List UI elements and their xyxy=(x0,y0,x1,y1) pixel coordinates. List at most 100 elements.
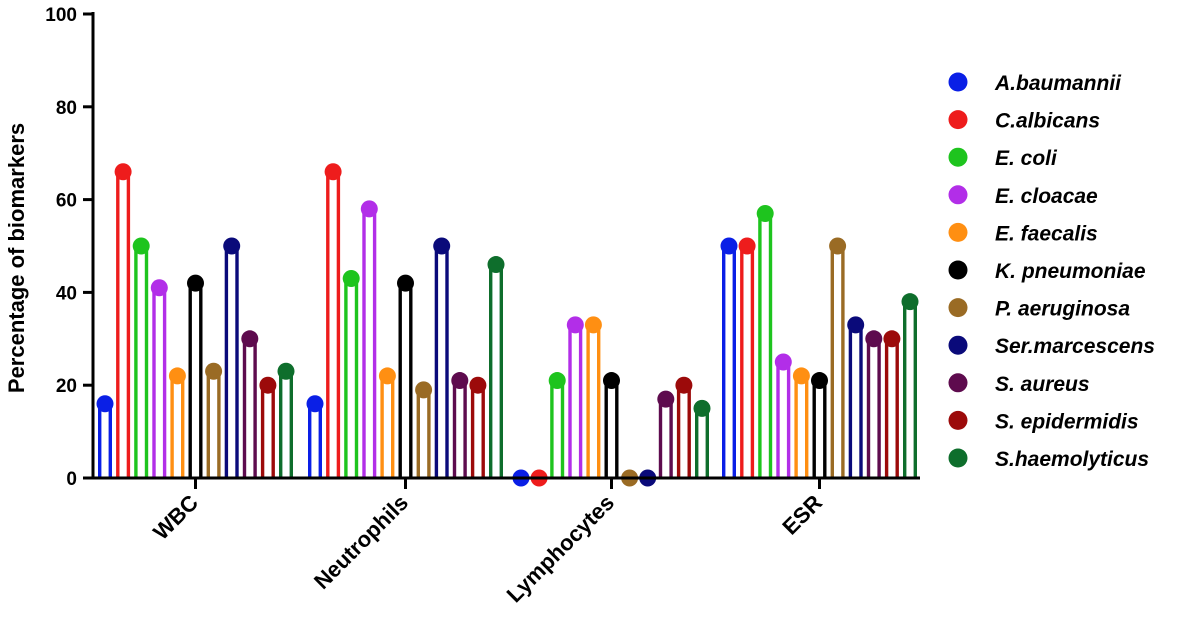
data-point xyxy=(114,163,132,181)
legend: A.baumannii C.albicans E. coli E. cloacae E.… xyxy=(948,72,1155,471)
bar xyxy=(811,372,828,478)
bar-stem-right xyxy=(391,375,395,478)
legend-label: C.albicans xyxy=(995,110,1100,133)
y-tick-label: 20 xyxy=(56,376,77,397)
legend-label: S. epidermidis xyxy=(995,410,1139,433)
legend-item: K. pneumoniae xyxy=(948,260,1146,283)
bar-stem-left xyxy=(794,375,798,478)
bar-stem-left xyxy=(550,380,554,478)
bar-stem-right xyxy=(162,287,167,478)
data-point xyxy=(738,237,756,255)
data-point xyxy=(487,256,505,274)
bar xyxy=(774,353,792,478)
bar-stem-left xyxy=(830,246,834,478)
bar-stem-left xyxy=(242,338,247,478)
bar-stem-left xyxy=(848,324,853,478)
bar-stem-left xyxy=(308,403,312,478)
legend-marker xyxy=(948,185,968,205)
data-point xyxy=(168,367,186,385)
legend-label: A.baumannii xyxy=(994,72,1122,95)
bar xyxy=(205,362,223,478)
bar-stem-right xyxy=(768,213,773,478)
bar-stem-right xyxy=(805,375,809,478)
bar-stem-right xyxy=(144,246,149,478)
bar-stem-right xyxy=(217,371,221,478)
legend-item: S.haemolyticus xyxy=(948,448,1149,471)
bar-stem-left xyxy=(98,403,102,478)
bar-stem-left xyxy=(398,283,402,478)
bar-stem-right xyxy=(578,324,583,478)
data-point xyxy=(433,237,451,255)
bar-stem-left xyxy=(152,287,156,478)
bar-stem-right xyxy=(336,171,341,478)
data-point xyxy=(205,362,223,380)
bar-stem-right xyxy=(895,338,899,478)
data-point xyxy=(756,205,774,223)
bar xyxy=(360,200,378,478)
bar-stem-right xyxy=(108,403,112,478)
bar xyxy=(847,316,865,478)
bar-stem-left xyxy=(695,408,699,478)
bar-group-1 xyxy=(306,163,505,478)
bar xyxy=(415,381,433,478)
bar xyxy=(865,330,883,478)
bar xyxy=(187,274,204,478)
bar xyxy=(259,376,277,478)
legend-label: P. aeruginosa xyxy=(995,298,1130,321)
data-point xyxy=(415,381,433,399)
data-point xyxy=(132,237,150,255)
legend-marker xyxy=(948,147,968,167)
bar-stem-right xyxy=(615,380,619,478)
bar-stem-right xyxy=(823,380,827,478)
bar-stem-left xyxy=(812,380,816,478)
data-point xyxy=(847,316,865,334)
bar-stem-left xyxy=(758,213,762,478)
data-point xyxy=(675,376,693,394)
bar-stem-right xyxy=(669,399,673,478)
x-tick-label: WBC xyxy=(148,490,203,545)
bar xyxy=(342,269,360,478)
data-point xyxy=(693,399,711,417)
bar-stem-left xyxy=(658,399,663,478)
bar-stem-left xyxy=(206,371,210,478)
bar-stem-left xyxy=(586,324,590,478)
data-point xyxy=(720,237,738,255)
y-tick-label: 80 xyxy=(56,98,77,119)
data-point xyxy=(901,293,919,311)
legend-item: E. faecalis xyxy=(948,222,1098,245)
bar xyxy=(657,390,675,478)
legend-item: C.albicans xyxy=(948,110,1100,133)
bar-stem-right xyxy=(913,301,917,478)
legend-item: S. aureus xyxy=(948,373,1090,396)
bar-stem-left xyxy=(326,171,330,478)
bar-stem-right xyxy=(560,380,565,478)
bar-stem-left xyxy=(380,375,384,478)
bar-stem-left xyxy=(116,171,120,478)
bar xyxy=(883,330,901,478)
bar-stem-left xyxy=(452,380,457,478)
bar-stem-left xyxy=(866,338,871,478)
bar-stem-right xyxy=(750,246,755,478)
bar xyxy=(451,372,469,478)
bar-stem-right xyxy=(687,385,691,478)
legend-marker xyxy=(948,410,968,430)
bar xyxy=(901,293,919,478)
data-point xyxy=(187,274,204,292)
bar-stem-right xyxy=(271,385,275,478)
legend-label: E. coli xyxy=(995,147,1058,170)
bar-stem-right xyxy=(253,338,257,478)
bar xyxy=(168,367,186,478)
legend-marker xyxy=(948,110,968,130)
data-point xyxy=(548,372,566,390)
data-point xyxy=(324,163,342,181)
legend-marker xyxy=(948,373,968,393)
bar xyxy=(96,395,114,478)
legend-label: E. faecalis xyxy=(995,222,1098,245)
data-point xyxy=(360,200,378,218)
data-point xyxy=(865,330,883,348)
legend-item: S. epidermidis xyxy=(948,410,1139,433)
bar-stem-right xyxy=(705,408,709,478)
bar-stem-right xyxy=(877,338,881,478)
bar-stem-left xyxy=(568,324,572,478)
legend-item: E. coli xyxy=(948,147,1058,170)
